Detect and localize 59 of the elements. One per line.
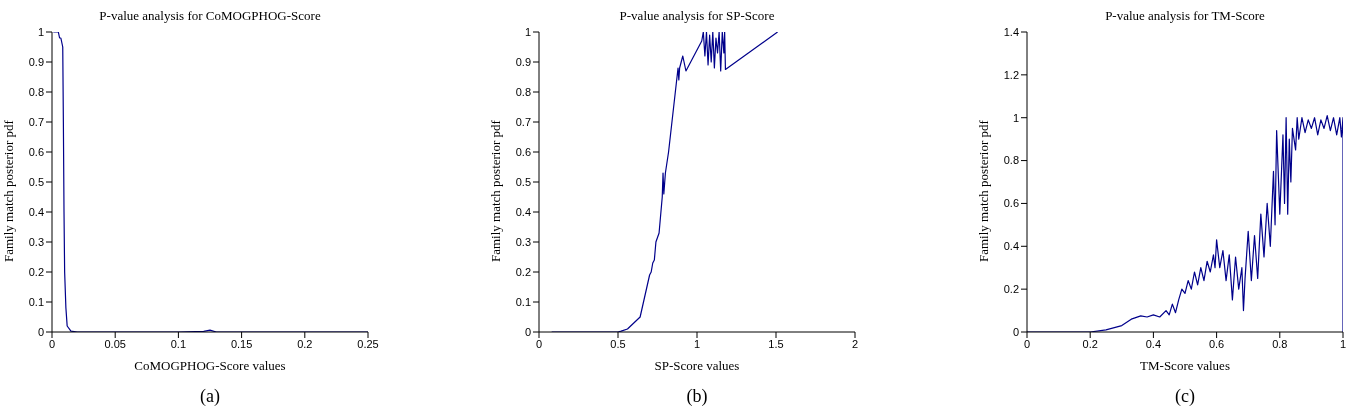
y-tick-label: 1 xyxy=(524,25,531,38)
y-axis-title: Family match posterior pdf xyxy=(0,119,16,262)
x-tick-label: 0.15 xyxy=(230,337,253,350)
y-tick-label: 0.4 xyxy=(28,205,44,218)
y-tick-label: 0 xyxy=(524,325,531,338)
chart-title: P-value analysis for CoMOGPHOG-Score xyxy=(98,8,322,24)
x-tick-label: 1 xyxy=(1339,337,1347,350)
x-tick-label: 0.25 xyxy=(357,337,379,350)
y-tick-label: 1.2 xyxy=(1003,68,1019,81)
x-tick-label: 0.2 xyxy=(1082,337,1098,350)
y-tick-label: 0.8 xyxy=(1003,154,1019,167)
y-tick-label: 1 xyxy=(1012,111,1019,124)
x-tick-label: 1 xyxy=(693,337,701,350)
y-tick-label: 0.9 xyxy=(28,55,44,68)
y-axis-title: Family match posterior pdf xyxy=(487,119,503,262)
x-tick-label: 0.6 xyxy=(1208,337,1225,350)
x-tick-label: 0.5 xyxy=(610,337,626,350)
chart-title: P-value analysis for TM-Score xyxy=(1104,8,1266,24)
x-axis-title: CoMOGPHOG-Score values xyxy=(134,358,286,373)
y-tick-label: 0.4 xyxy=(515,205,531,218)
chart-title: P-value analysis for SP-Score xyxy=(618,8,776,24)
x-tick-label: 0.4 xyxy=(1145,337,1162,350)
x-tick-label: 0.2 xyxy=(297,337,313,350)
y-tick-label: 0.2 xyxy=(28,265,44,278)
y-tick-label: 0.9 xyxy=(515,55,531,68)
y-tick-label: 0.6 xyxy=(1003,197,1019,210)
x-tick-label: 0 xyxy=(1023,337,1031,350)
text: (a) xyxy=(199,386,221,407)
text: (b) xyxy=(685,386,709,407)
y-tick-label: 0.3 xyxy=(28,235,44,248)
x-tick-label: 0.05 xyxy=(104,337,126,350)
y-tick-label: 1.4 xyxy=(1003,25,1019,38)
y-tick-label: 0 xyxy=(37,325,44,338)
y-tick-label: 0.8 xyxy=(28,85,44,98)
x-tick-label: 0 xyxy=(48,337,56,350)
y-tick-label: 0.7 xyxy=(515,115,531,128)
x-tick-label: 1.5 xyxy=(768,337,784,350)
y-tick-label: 0 xyxy=(1012,325,1019,338)
x-tick-label: 0 xyxy=(535,337,543,350)
y-tick-label: 1 xyxy=(37,25,44,38)
x-axis-title: TM-Score values xyxy=(1140,358,1230,373)
y-tick-label: 0.2 xyxy=(515,265,531,278)
y-tick-label: 0.1 xyxy=(515,295,531,308)
y-tick-label: 0.5 xyxy=(28,175,44,188)
x-tick-label: 2 xyxy=(851,337,859,350)
y-tick-label: 0.6 xyxy=(515,145,531,158)
y-tick-label: 0.4 xyxy=(1003,240,1019,253)
y-tick-label: 0.2 xyxy=(1003,283,1019,296)
y-tick-label: 0.7 xyxy=(28,115,44,128)
x-tick-label: 0.8 xyxy=(1272,337,1288,350)
x-tick-label: 0.1 xyxy=(170,337,187,350)
y-axis-title: Family match posterior pdf xyxy=(975,119,991,262)
x-axis-title: SP-Score values xyxy=(654,358,740,373)
y-tick-label: 0.3 xyxy=(515,235,531,248)
y-tick-label: 0.6 xyxy=(28,145,44,158)
y-tick-label: 0.8 xyxy=(515,85,531,98)
y-tick-label: 0.1 xyxy=(28,295,44,308)
y-tick-label: 0.5 xyxy=(515,175,531,188)
text: (c) xyxy=(1174,386,1196,407)
